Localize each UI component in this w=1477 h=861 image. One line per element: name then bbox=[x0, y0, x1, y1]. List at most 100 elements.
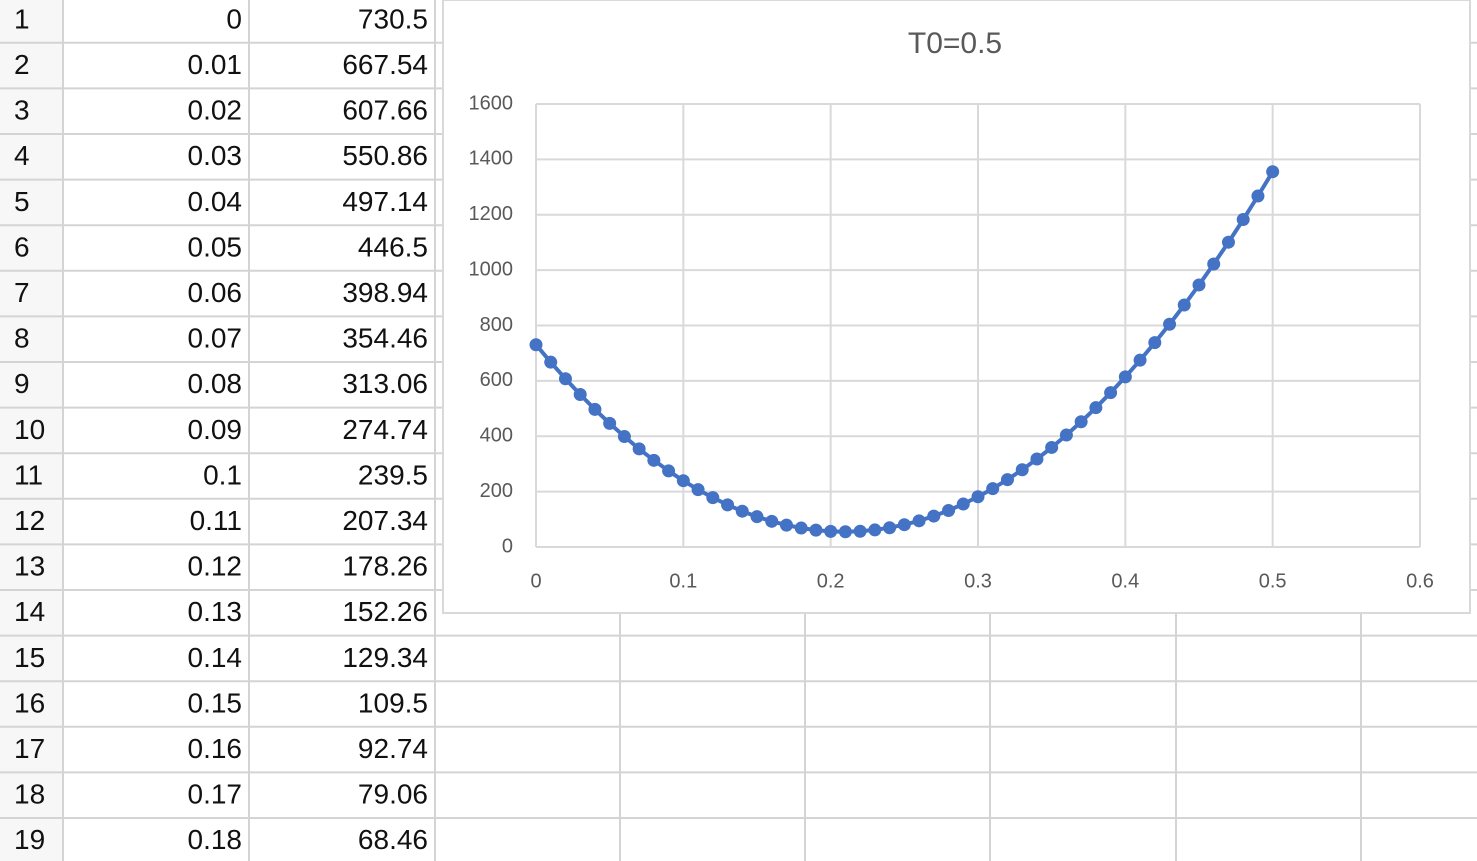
y-tick-label: 400 bbox=[480, 425, 513, 447]
row-header: 16 bbox=[14, 687, 45, 718]
data-point bbox=[603, 416, 617, 430]
y-tick-label: 200 bbox=[480, 480, 513, 502]
y-tick-label: 800 bbox=[480, 314, 513, 336]
cell-value: 68.46 bbox=[358, 824, 428, 855]
cell-value: 550.86 bbox=[342, 140, 428, 171]
y-tick-label: 0 bbox=[502, 535, 513, 557]
cell-value: 0.17 bbox=[188, 779, 243, 810]
cell-value: 398.94 bbox=[342, 277, 428, 308]
chart: T0=0.5 0 200 400 600 800 1000 1200 1400 1600 0 0.1… bbox=[469, 27, 1434, 592]
data-point bbox=[588, 402, 602, 416]
row-header: 13 bbox=[14, 551, 45, 582]
row-header: 15 bbox=[14, 642, 45, 673]
y-tick-label: 1400 bbox=[469, 148, 514, 170]
data-point bbox=[706, 491, 720, 505]
cell-value: 0.08 bbox=[188, 368, 243, 399]
data-point bbox=[971, 490, 985, 504]
data-point bbox=[897, 518, 911, 532]
data-point bbox=[1118, 370, 1132, 384]
cell-value: 129.34 bbox=[342, 642, 428, 673]
row-header: 4 bbox=[14, 140, 30, 171]
data-point bbox=[750, 510, 764, 524]
cell-value: 0.03 bbox=[188, 140, 243, 171]
cell-value: 239.5 bbox=[358, 459, 428, 490]
data-point bbox=[1030, 452, 1044, 466]
data-point bbox=[1236, 213, 1250, 227]
data-point bbox=[853, 524, 867, 538]
chart-frame[interactable] bbox=[442, 0, 1471, 614]
cell-value: 0 bbox=[226, 3, 242, 34]
row-header: 3 bbox=[14, 95, 30, 126]
x-tick-label: 0.2 bbox=[817, 570, 845, 592]
cell-value: 0.11 bbox=[190, 505, 242, 536]
data-point bbox=[632, 442, 646, 456]
cell-value: 0.07 bbox=[188, 323, 243, 354]
data-point bbox=[794, 521, 808, 535]
data-point bbox=[544, 355, 558, 369]
data-point bbox=[1074, 415, 1088, 429]
data-point bbox=[1015, 463, 1029, 477]
data-point bbox=[721, 498, 735, 512]
data-point bbox=[1207, 257, 1221, 271]
row-header: 18 bbox=[14, 779, 45, 810]
row-header: 14 bbox=[14, 596, 45, 627]
data-point bbox=[1266, 165, 1280, 179]
data-point bbox=[529, 338, 543, 352]
x-tick-label: 0.4 bbox=[1111, 570, 1139, 592]
cell-value: 152.26 bbox=[342, 596, 428, 627]
row-header: 6 bbox=[14, 231, 30, 262]
data-point bbox=[765, 514, 779, 528]
cell-value: 0.1 bbox=[203, 459, 242, 490]
x-tick-label: 0.1 bbox=[669, 570, 697, 592]
cell-value: 207.34 bbox=[342, 505, 428, 536]
x-tick-label: 0.3 bbox=[964, 570, 992, 592]
row-header: 19 bbox=[14, 824, 45, 855]
data-point bbox=[691, 483, 705, 497]
cell-value: 0.14 bbox=[188, 642, 243, 673]
y-tick-label: 1000 bbox=[469, 258, 514, 280]
cell-value: 79.06 bbox=[358, 779, 428, 810]
row-header: 17 bbox=[14, 733, 45, 764]
row-header: 5 bbox=[14, 186, 30, 217]
row-header: 8 bbox=[14, 323, 30, 354]
data-point bbox=[1104, 386, 1118, 400]
data-point bbox=[573, 387, 587, 401]
data-point bbox=[809, 523, 823, 537]
x-tick-label: 0.6 bbox=[1406, 570, 1434, 592]
data-point bbox=[956, 497, 970, 511]
cell-value: 0.12 bbox=[188, 551, 243, 582]
data-point bbox=[824, 524, 838, 538]
data-point bbox=[676, 474, 690, 488]
cell-value: 730.5 bbox=[358, 3, 428, 34]
row-header-column bbox=[0, 0, 63, 861]
data-point bbox=[1192, 278, 1206, 292]
data-point bbox=[942, 503, 956, 517]
row-header: 2 bbox=[14, 49, 30, 80]
cell-value: 667.54 bbox=[342, 49, 428, 80]
cell-value: 607.66 bbox=[342, 95, 428, 126]
data-point bbox=[1177, 298, 1191, 312]
data-point bbox=[617, 430, 631, 444]
data-point bbox=[1045, 440, 1059, 454]
data-point bbox=[1059, 428, 1073, 442]
data-point bbox=[838, 525, 852, 539]
data-point bbox=[647, 453, 661, 467]
cell-value: 0.18 bbox=[188, 824, 243, 855]
cell-value: 446.5 bbox=[358, 231, 428, 262]
cell-value: 497.14 bbox=[342, 186, 428, 217]
data-point bbox=[558, 372, 572, 386]
cell-value: 0.02 bbox=[188, 95, 243, 126]
cell-value: 274.74 bbox=[342, 414, 428, 445]
data-point bbox=[662, 464, 676, 478]
data-point bbox=[1221, 235, 1235, 249]
row-header: 9 bbox=[14, 368, 30, 399]
cell-value: 0.09 bbox=[188, 414, 243, 445]
cell-value: 0.06 bbox=[188, 277, 243, 308]
cell-value: 92.74 bbox=[358, 733, 428, 764]
data-point bbox=[1163, 317, 1177, 331]
row-header: 10 bbox=[14, 414, 45, 445]
cell-value: 0.04 bbox=[188, 186, 243, 217]
cell-value: 0.15 bbox=[188, 687, 243, 718]
data-point bbox=[927, 509, 941, 523]
cell-value: 0.13 bbox=[188, 596, 243, 627]
